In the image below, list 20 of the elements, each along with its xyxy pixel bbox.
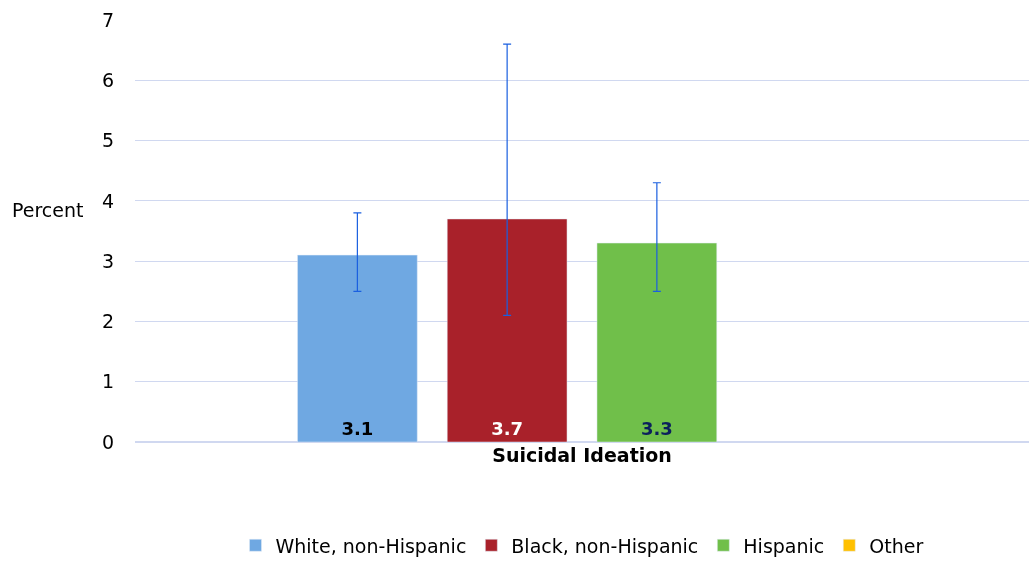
y-tick-label: 0 — [101, 430, 114, 453]
y-tick-label: 6 — [101, 68, 114, 91]
legend-label: White, non-Hispanic — [275, 534, 467, 557]
y-tick-label: 5 — [101, 129, 114, 152]
legend-label: Other — [869, 534, 924, 557]
bar — [596, 242, 718, 442]
y-tick-label: 2 — [101, 310, 114, 333]
data-label: 3.1 — [341, 418, 374, 439]
y-tick-label: 4 — [101, 189, 114, 212]
y-tick-label: 1 — [101, 370, 114, 393]
legend-label: Hispanic — [743, 534, 825, 557]
bar — [297, 254, 418, 442]
data-label: 3.7 — [491, 418, 524, 439]
legend-label: Black, non-Hispanic — [511, 534, 699, 557]
y-tick-label: 7 — [101, 8, 114, 31]
bar — [446, 218, 568, 442]
y-axis-title: Percent — [12, 199, 84, 221]
x-tick-label: Suicidal Ideation — [492, 444, 672, 466]
y-tick-label: 3 — [101, 249, 114, 272]
data-label: 3.3 — [640, 418, 673, 439]
